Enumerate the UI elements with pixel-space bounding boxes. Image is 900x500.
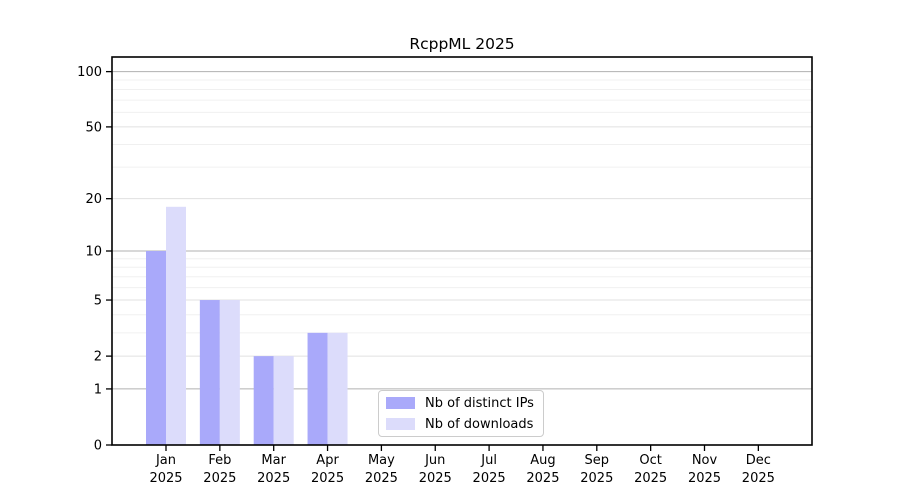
- bar-downloads-mar: [273, 356, 294, 445]
- bar-ips-mar: [253, 356, 274, 445]
- y-tick-label: 20: [85, 192, 102, 207]
- x-tick-label-year: 2025: [634, 471, 667, 486]
- x-tick-label-year: 2025: [419, 471, 452, 486]
- x-tick-label-year: 2025: [311, 471, 344, 486]
- x-tick-label-month: Oct: [639, 453, 661, 468]
- bar-ips-feb: [199, 300, 220, 445]
- x-tick-label-month: Mar: [261, 453, 286, 468]
- x-tick-label-year: 2025: [203, 471, 236, 486]
- bar-downloads-jan: [166, 206, 186, 445]
- legend-swatch-distinct-ips: [386, 397, 415, 409]
- x-tick-label-year: 2025: [365, 471, 398, 486]
- y-tick-label: 100: [77, 65, 102, 80]
- y-tick-label: 10: [85, 245, 102, 260]
- y-tick-label: 2: [94, 350, 102, 365]
- legend-label-downloads: Nb of downloads: [425, 416, 534, 432]
- legend: Nb of distinct IPs Nb of downloads: [378, 390, 544, 437]
- x-tick-label-month: Jun: [424, 453, 445, 468]
- x-tick-label-year: 2025: [473, 471, 506, 486]
- legend-label-distinct-ips: Nb of distinct IPs: [425, 395, 534, 411]
- x-tick-label-month: May: [368, 453, 395, 468]
- y-tick-label: 1: [94, 382, 102, 397]
- bar-ips-apr: [307, 332, 328, 445]
- x-tick-label-month: Jul: [480, 453, 497, 468]
- bar-downloads-apr: [327, 332, 348, 445]
- x-tick-label-month: Aug: [530, 453, 555, 468]
- x-tick-label-year: 2025: [742, 471, 775, 486]
- y-tick-label: 0: [94, 439, 102, 454]
- x-tick-label-year: 2025: [526, 471, 559, 486]
- x-tick-label-year: 2025: [149, 471, 182, 486]
- bar-ips-jan: [146, 251, 166, 445]
- y-tick-label: 50: [85, 120, 102, 135]
- x-tick-label-month: Sep: [585, 453, 610, 468]
- x-tick-label-month: Jan: [155, 453, 176, 468]
- x-tick-label-month: Feb: [208, 453, 231, 468]
- y-tick-label: 5: [94, 294, 102, 309]
- x-tick-label-month: Nov: [692, 453, 718, 468]
- legend-swatch-downloads: [386, 418, 415, 430]
- x-tick-label-year: 2025: [688, 471, 721, 486]
- legend-item-distinct-ips: Nb of distinct IPs: [379, 394, 543, 412]
- bar-downloads-feb: [219, 300, 240, 445]
- x-tick-label-year: 2025: [257, 471, 290, 486]
- x-tick-label-year: 2025: [580, 471, 613, 486]
- x-tick-label-month: Apr: [316, 453, 339, 468]
- chart-title: RcppML 2025: [409, 35, 515, 53]
- x-tick-label-month: Dec: [746, 453, 771, 468]
- legend-item-downloads: Nb of downloads: [379, 415, 543, 433]
